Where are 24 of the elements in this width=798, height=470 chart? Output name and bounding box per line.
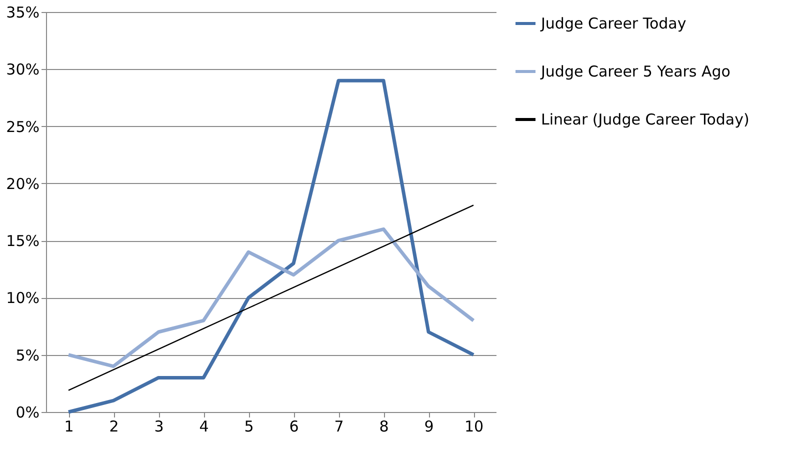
y-tick-label: 35%	[6, 4, 40, 22]
x-tick-label: 1	[64, 418, 74, 436]
x-tick-label: 6	[289, 418, 299, 436]
line-series	[66, 78, 476, 414]
y-tick-label: 5%	[16, 346, 40, 364]
legend-label: Judge Career 5 Years Ago	[540, 62, 730, 80]
y-tick-label: 0%	[16, 404, 40, 422]
x-tick-label: 8	[379, 418, 389, 436]
legend-label: Linear (Judge Career Today)	[541, 110, 750, 128]
y-tick-label: 20%	[6, 174, 40, 193]
x-tick-label: 5	[244, 418, 254, 436]
y-tick-label: 25%	[6, 118, 40, 136]
x-tick-label: 9	[424, 418, 434, 436]
x-tick-label: 10	[464, 418, 484, 436]
x-tick-label: 7	[334, 418, 344, 436]
y-tick-label: 10%	[6, 289, 40, 308]
x-tick-label: 3	[154, 418, 164, 436]
y-tick-label: 15%	[6, 232, 40, 250]
x-tick-label: 4	[199, 418, 209, 436]
line-series	[66, 227, 476, 368]
legend-label: Judge Career Today	[540, 14, 686, 32]
x-tick-label: 2	[109, 418, 119, 436]
y-tick-label: 30%	[6, 60, 40, 79]
line-series	[68, 204, 474, 391]
